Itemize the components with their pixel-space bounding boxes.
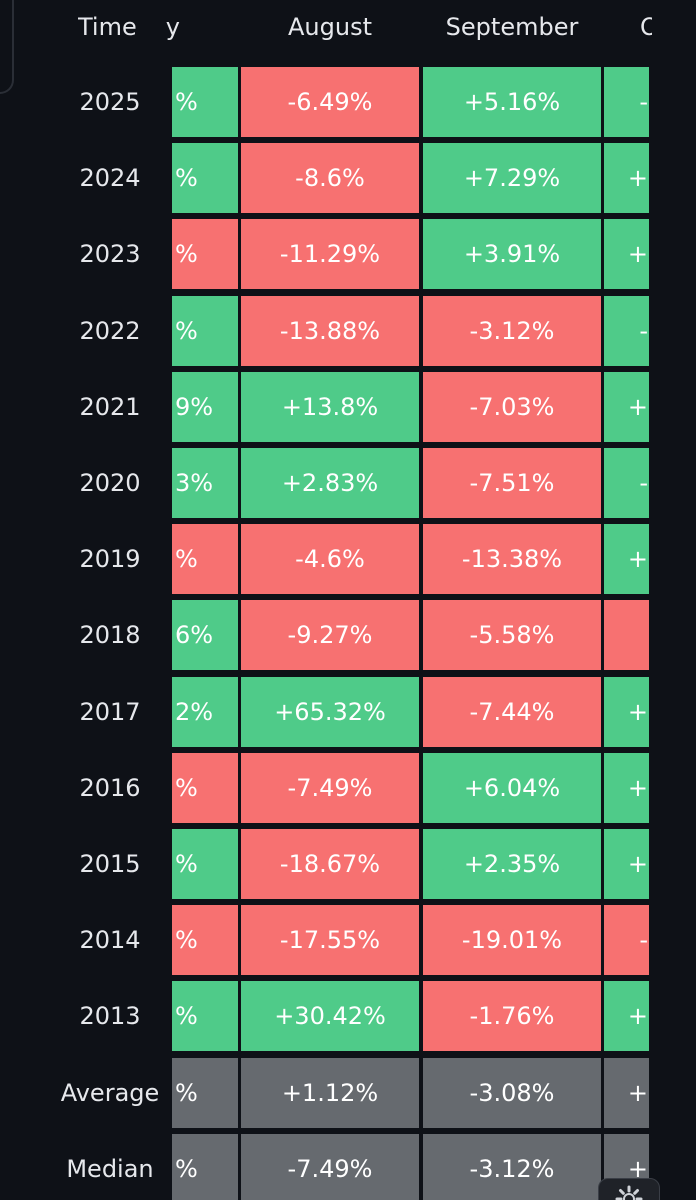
- cell-october-partial: +: [604, 677, 649, 747]
- cell-august: -11.29%: [241, 219, 419, 289]
- row-label: Average: [60, 1079, 160, 1107]
- cell-october-partial: +: [604, 753, 649, 823]
- header-time: Time: [78, 13, 137, 41]
- cell-october-partial: +: [604, 981, 649, 1051]
- cell-august: +2.83%: [241, 448, 419, 518]
- cell-july-partial: 3%: [172, 448, 238, 518]
- row-label: 2018: [79, 621, 141, 649]
- row-label: 2020: [79, 469, 141, 497]
- cell-august: +13.8%: [241, 372, 419, 442]
- cell-august: -4.6%: [241, 524, 419, 594]
- cell-october-partial: -: [604, 905, 649, 975]
- cell-september: -3.08%: [423, 1058, 601, 1128]
- cell-july-partial: 2%: [172, 677, 238, 747]
- row-label: Median: [66, 1155, 154, 1183]
- cell-september: -5.58%: [423, 600, 601, 670]
- cell-september: -3.12%: [423, 296, 601, 366]
- cell-october-partial: [604, 600, 649, 670]
- cell-september: -1.76%: [423, 981, 601, 1051]
- row-label: 2014: [79, 926, 141, 954]
- cell-september: +5.16%: [423, 67, 601, 137]
- cell-september: -3.12%: [423, 1134, 601, 1200]
- row-label: 2016: [79, 774, 141, 802]
- row-label: 2024: [79, 164, 141, 192]
- cell-august: -17.55%: [241, 905, 419, 975]
- edge-handle: [0, 0, 14, 94]
- cell-august: -13.88%: [241, 296, 419, 366]
- cell-october-partial: -: [604, 296, 649, 366]
- row-label: 2025: [79, 88, 141, 116]
- cell-july-partial: %: [172, 905, 238, 975]
- cell-september: -7.44%: [423, 677, 601, 747]
- cell-september: +3.91%: [423, 219, 601, 289]
- cell-july-partial: 6%: [172, 600, 238, 670]
- cell-october-partial: +: [604, 143, 649, 213]
- cell-july-partial: %: [172, 1134, 238, 1200]
- row-label: 2022: [79, 317, 141, 345]
- cell-july-partial: %: [172, 981, 238, 1051]
- row-label: 2023: [79, 240, 141, 268]
- row-label: 2015: [79, 850, 141, 878]
- cell-september: +6.04%: [423, 753, 601, 823]
- header-october-partial: O: [640, 13, 652, 41]
- cell-october-partial: -: [604, 448, 649, 518]
- cell-august: -8.6%: [241, 143, 419, 213]
- cell-august: -18.67%: [241, 829, 419, 899]
- cell-october-partial: +: [604, 219, 649, 289]
- row-label: 2013: [79, 1002, 141, 1030]
- cell-september: -19.01%: [423, 905, 601, 975]
- cell-july-partial: %: [172, 1058, 238, 1128]
- cell-september: -13.38%: [423, 524, 601, 594]
- cell-september: +2.35%: [423, 829, 601, 899]
- cell-october-partial: +: [604, 1058, 649, 1128]
- settings-button[interactable]: [598, 1178, 660, 1200]
- cell-july-partial: %: [172, 67, 238, 137]
- cell-september: -7.51%: [423, 448, 601, 518]
- cell-july-partial: %: [172, 296, 238, 366]
- cell-july-partial: %: [172, 753, 238, 823]
- cell-july-partial: %: [172, 219, 238, 289]
- cell-august: +65.32%: [241, 677, 419, 747]
- cell-october-partial: +: [604, 372, 649, 442]
- cell-august: -9.27%: [241, 600, 419, 670]
- header-july-partial: y: [165, 13, 180, 41]
- cell-september: +7.29%: [423, 143, 601, 213]
- cell-october-partial: +: [604, 829, 649, 899]
- row-label: 2017: [79, 698, 141, 726]
- header-september[interactable]: September: [445, 13, 579, 41]
- cell-august: -6.49%: [241, 67, 419, 137]
- cell-august: +30.42%: [241, 981, 419, 1051]
- cell-october-partial: +: [604, 524, 649, 594]
- cell-august: +1.12%: [241, 1058, 419, 1128]
- row-label: 2019: [79, 545, 141, 573]
- cell-august: -7.49%: [241, 1134, 419, 1200]
- cell-july-partial: %: [172, 143, 238, 213]
- cell-july-partial: 9%: [172, 372, 238, 442]
- header-august[interactable]: August: [288, 13, 372, 41]
- cell-august: -7.49%: [241, 753, 419, 823]
- cell-july-partial: %: [172, 524, 238, 594]
- row-label: 2021: [79, 393, 141, 421]
- cell-october-partial: -: [604, 67, 649, 137]
- gear-icon: [615, 1185, 643, 1200]
- cell-september: -7.03%: [423, 372, 601, 442]
- cell-july-partial: %: [172, 829, 238, 899]
